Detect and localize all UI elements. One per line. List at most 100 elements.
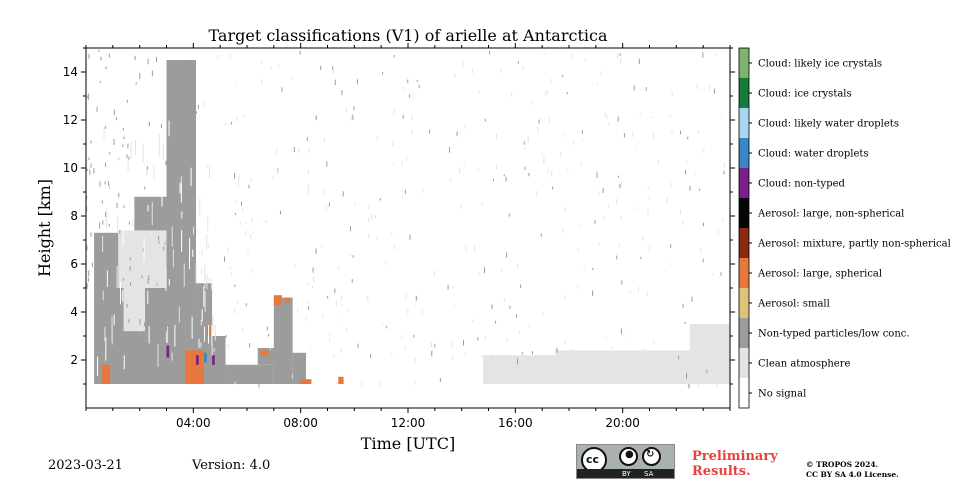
speckle-376 — [429, 129, 431, 134]
speckle-416 — [489, 50, 491, 55]
speckle-24 — [370, 353, 372, 358]
speckle-150 — [245, 221, 247, 225]
speckle-84 — [242, 208, 244, 212]
speckle-502 — [100, 56, 102, 61]
speckle-246 — [717, 228, 719, 235]
texture-8 — [201, 309, 203, 322]
speckle-16 — [368, 217, 370, 223]
speckle-168 — [88, 270, 90, 277]
speckle-514 — [340, 347, 342, 353]
region-17 — [206, 326, 213, 336]
speckle-0 — [401, 195, 403, 199]
texture-34 — [131, 264, 133, 280]
texture-35 — [120, 281, 122, 305]
speckle-428 — [409, 94, 411, 98]
speckle-117 — [492, 353, 494, 357]
speckle-311 — [405, 293, 407, 300]
speckle-56 — [509, 305, 511, 309]
speckle-28 — [511, 91, 513, 98]
speckle-315 — [367, 295, 369, 302]
preliminary-results-note: Preliminary Results. — [692, 449, 778, 479]
texture-49 — [106, 270, 108, 287]
speckle-481 — [541, 152, 543, 157]
legend-label-5: Aerosol: large, non-spherical — [757, 209, 904, 220]
speckle-468 — [670, 263, 672, 266]
legend-label-1: Cloud: ice crystals — [758, 89, 852, 100]
texture-83 — [163, 144, 165, 160]
speckle-457 — [379, 382, 381, 386]
texture-29 — [168, 278, 170, 286]
speckle-253 — [577, 248, 579, 252]
region-13 — [555, 350, 690, 384]
texture-37 — [198, 338, 200, 348]
y-tick-label-4: 10 — [63, 161, 78, 175]
speckle-35 — [141, 219, 143, 223]
speckle-72 — [484, 118, 486, 122]
legend-label-10: Clean atmosphere — [758, 359, 851, 370]
speckle-50 — [409, 234, 411, 240]
speckle-169 — [315, 248, 317, 254]
x-tick-label-2: 12:00 — [391, 416, 426, 430]
speckle-282 — [109, 151, 111, 155]
speckle-140 — [113, 109, 115, 116]
texture-5 — [97, 356, 99, 377]
speckle-381 — [116, 202, 118, 209]
copyright-line-2: CC BY SA 4.0 License. — [806, 470, 899, 479]
speckle-127 — [391, 352, 393, 356]
speckle-310 — [86, 168, 88, 172]
speckle-423 — [596, 172, 598, 178]
speckle-78 — [680, 130, 682, 135]
speckle-319 — [105, 211, 107, 217]
y-tick-label-1: 4 — [70, 305, 78, 319]
speckle-430 — [703, 148, 705, 153]
speckle-458 — [258, 381, 260, 388]
speckle-321 — [720, 272, 722, 276]
speckle-77 — [333, 354, 335, 359]
speckle-252 — [261, 78, 263, 85]
speckle-118 — [144, 186, 146, 190]
speckle-74 — [478, 271, 480, 277]
speckle-128 — [449, 146, 451, 153]
speckle-143 — [242, 328, 244, 331]
speckle-242 — [692, 333, 694, 337]
speckle-45 — [708, 86, 710, 91]
speckle-367 — [149, 319, 151, 325]
speckle-383 — [308, 168, 310, 175]
speckle-201 — [523, 141, 525, 145]
speckle-511 — [122, 144, 124, 148]
speckle-474 — [91, 262, 93, 268]
texture-43 — [161, 193, 163, 207]
speckle-205 — [354, 201, 356, 205]
speckle-436 — [165, 160, 167, 166]
chart-title: Target classifications (V1) of arielle a… — [209, 26, 608, 45]
speckle-277 — [350, 115, 352, 121]
speckle-398 — [99, 222, 101, 229]
speckle-43 — [357, 343, 359, 349]
texture-82 — [123, 355, 125, 370]
speckle-257 — [129, 257, 131, 261]
speckle-300 — [709, 331, 711, 335]
speckle-351 — [297, 307, 299, 314]
version-label: Version: 4.0 — [192, 458, 271, 473]
texture-40 — [103, 128, 105, 139]
speckle-121 — [551, 171, 553, 177]
speckle-446 — [407, 309, 409, 315]
speckle-47 — [723, 170, 725, 175]
speckle-123 — [566, 92, 568, 95]
speckle-6 — [163, 208, 165, 214]
speckle-368 — [712, 273, 714, 276]
speckle-51 — [119, 229, 121, 234]
speckle-480 — [97, 251, 99, 258]
speckle-283 — [227, 344, 229, 351]
texture-84 — [133, 209, 135, 224]
texture-68 — [116, 265, 118, 289]
speckle-145 — [528, 324, 530, 328]
speckle-478 — [224, 256, 226, 262]
speckle-40 — [130, 282, 132, 286]
speckle-229 — [699, 188, 701, 191]
speckle-501 — [329, 338, 331, 343]
speckle-442 — [454, 305, 456, 309]
speckle-132 — [709, 83, 711, 87]
speckle-371 — [620, 328, 622, 335]
speckle-369 — [702, 222, 704, 227]
